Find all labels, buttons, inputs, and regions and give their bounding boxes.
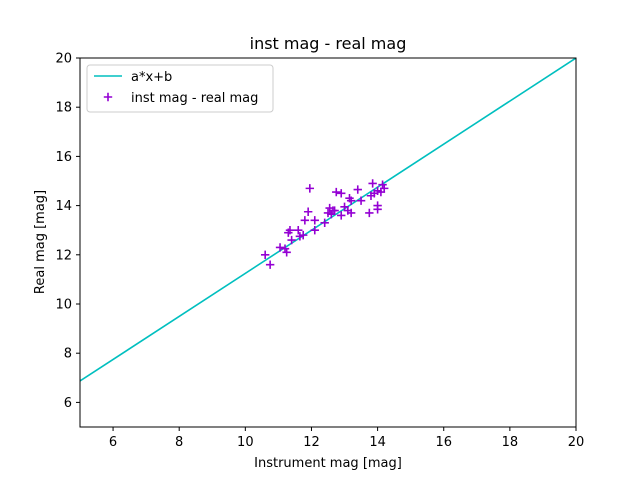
scatter-point: [299, 230, 308, 240]
scatter-point: [310, 226, 319, 235]
scatter-point: [287, 235, 296, 245]
scatter-point: [378, 180, 387, 189]
scatter-point: [330, 206, 339, 215]
scatter-point: [368, 179, 377, 188]
scatter-point: [303, 207, 313, 216]
scatter-point: [353, 185, 362, 194]
legend: a*x+b inst mag - real mag: [86, 64, 274, 113]
x-tick-label: 14: [369, 435, 386, 450]
chart-title: inst mag - real mag: [250, 34, 407, 53]
scatter-point: [300, 216, 310, 225]
legend-scatter-marker-swatch: [103, 92, 113, 102]
scatter-point: [337, 189, 346, 198]
scatter-point: [365, 208, 374, 218]
legend-scatter-label: inst mag - real mag: [131, 91, 258, 106]
scatter-points-layer: [260, 179, 389, 269]
x-tick-label: 12: [303, 435, 320, 450]
x-tick-label: 20: [568, 435, 585, 450]
y-tick-label: 12: [55, 248, 72, 263]
plot-area-background: [80, 58, 576, 427]
scatter-point: [346, 196, 356, 205]
scatter-point: [337, 211, 346, 220]
scatter-point: [282, 248, 291, 257]
y-axis-ticks: 6 8 10 12 14 16 18 20: [55, 52, 80, 411]
scatter-point: [332, 187, 341, 197]
y-tick-label: 8: [64, 347, 72, 362]
scatter-point: [265, 260, 275, 269]
plot-frame: [79, 57, 577, 428]
scatter-point: [260, 250, 270, 259]
scatter-point: [305, 184, 315, 193]
x-tick-label: 8: [175, 435, 183, 450]
scatter-point: [373, 205, 382, 214]
x-axis-ticks: 6 8 10 12 14 16 18 20: [109, 427, 584, 450]
x-axis-label: Instrument mag [mag]: [254, 456, 402, 471]
legend-box: [86, 64, 274, 113]
y-tick-label: 18: [55, 101, 72, 116]
scatter-point: [346, 208, 356, 218]
scatter-point: [380, 184, 389, 193]
y-tick-label: 20: [55, 52, 72, 67]
fit-line-layer: [80, 58, 576, 382]
legend-marker-plus: [103, 92, 113, 102]
x-tick-label: 18: [502, 435, 519, 450]
y-tick-label: 6: [64, 396, 72, 411]
fit-line: [80, 58, 576, 382]
scatter-point: [320, 218, 329, 228]
scatter-point: [294, 226, 303, 235]
y-tick-label: 16: [55, 150, 72, 165]
y-tick-label: 10: [55, 298, 72, 313]
y-axis-label: Real mag [mag]: [33, 190, 48, 294]
x-tick-label: 6: [109, 435, 117, 450]
scatter-point: [280, 244, 290, 253]
x-tick-label: 16: [435, 435, 452, 450]
y-tick-label: 14: [55, 199, 72, 214]
scatter-point: [275, 243, 285, 252]
legend-fit-line-label: a*x+b: [131, 70, 172, 85]
scatter-point: [310, 216, 319, 225]
x-tick-label: 10: [237, 435, 254, 450]
scatter-point: [285, 226, 295, 235]
scatter-point: [356, 196, 366, 205]
